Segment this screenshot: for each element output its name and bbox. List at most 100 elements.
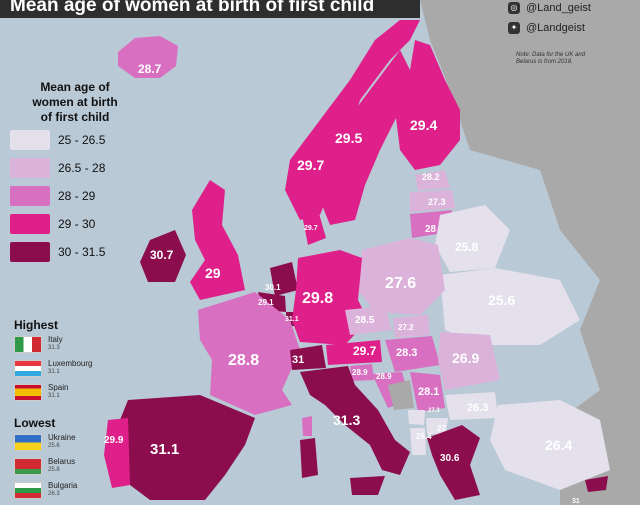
map-value-label: 29.7 — [304, 225, 318, 232]
country-spain[interactable] — [118, 395, 255, 500]
country-albania[interactable] — [410, 428, 426, 455]
rank-text: Ukraine 25.6 — [48, 434, 76, 450]
rank-country: Bulgaria — [48, 481, 78, 490]
legend-swatch — [10, 186, 50, 206]
map-value-label: 27.6 — [385, 275, 417, 292]
map-value-label: 30.1 — [265, 283, 281, 292]
map-value-label: 28.9 — [352, 368, 368, 377]
rank-country: Belarus — [48, 457, 76, 466]
rank-country: Luxembourg — [48, 359, 93, 368]
rank-value: 31.3 — [48, 345, 60, 351]
map-value-label: 29.1 — [258, 298, 274, 307]
country-estonia[interactable] — [415, 170, 450, 190]
country-belarus[interactable] — [435, 205, 510, 272]
map-value-label: 26.4 — [416, 432, 432, 441]
social-handles: ◎ @Land_geist ✦ @Landgeist — [508, 0, 591, 38]
rank-text: Spain 31.1 — [48, 384, 68, 400]
country-portugal[interactable] — [104, 418, 130, 488]
map-value-label: 31.3 — [333, 412, 361, 428]
country-macedonia[interactable] — [426, 418, 448, 434]
map-value-label: 28.5 — [355, 315, 375, 326]
country-austria[interactable] — [326, 340, 382, 365]
country-corsica[interactable] — [302, 416, 312, 436]
country-ukraine[interactable] — [440, 268, 580, 345]
map-value-label: 31 — [292, 354, 305, 366]
rank-text: Belarus 25.8 — [48, 458, 75, 474]
map-value-label: 27 — [437, 424, 446, 433]
country-slovakia[interactable] — [393, 315, 430, 338]
country-denmark[interactable] — [302, 210, 326, 245]
country-slovenia[interactable] — [350, 364, 374, 381]
country-iceland[interactable] — [118, 36, 178, 78]
legend: Mean age of women at birth of first chil… — [10, 80, 140, 265]
map-value-label: 26.9 — [452, 350, 480, 366]
flag-icon — [14, 336, 42, 353]
data-note: Note: Data for the UK and Belarus is fro… — [516, 52, 586, 65]
legend-label: 29 - 30 — [58, 217, 96, 231]
map-value-label: 28.7 — [138, 62, 162, 76]
rank-text: Luxembourg 31.1 — [48, 360, 92, 376]
country-italy[interactable] — [300, 366, 410, 475]
country-montenegro[interactable] — [408, 410, 425, 425]
country-czechia[interactable] — [345, 306, 392, 335]
country-poland[interactable] — [358, 238, 445, 315]
rank-value: 25.8 — [48, 467, 60, 473]
lowest-section: Lowest Ukraine 25.6 Belarus 25.8 Bulgaria 26.… — [14, 416, 124, 505]
country-sicily[interactable] — [350, 476, 385, 495]
country-romania[interactable] — [438, 332, 500, 390]
country-uk[interactable] — [190, 180, 245, 300]
map-value-label: 29.8 — [302, 290, 334, 307]
instagram-handle: @Land_geist — [526, 2, 591, 14]
country-switzerland[interactable] — [290, 345, 326, 370]
lowest-heading: Lowest — [14, 416, 56, 430]
instagram-icon: ◎ — [508, 2, 520, 14]
country-serbia[interactable] — [410, 372, 445, 412]
country-bosnia — [388, 380, 414, 410]
map-value-label: 31.1 — [150, 441, 180, 458]
country-sardinia[interactable] — [300, 438, 318, 478]
legend-title: Mean age of women at birth of first chil… — [10, 80, 140, 125]
rank-text: Italy 31.3 — [48, 336, 63, 352]
country-cyprus[interactable] — [585, 476, 608, 492]
map-value-label: 28.9 — [376, 372, 392, 381]
country-france[interactable] — [198, 292, 300, 415]
legend-title-line: women at birth — [32, 95, 118, 109]
instagram-row[interactable]: ◎ @Land_geist — [508, 0, 591, 18]
rank-value: 26.3 — [48, 491, 60, 497]
map-value-label: 29.5 — [335, 130, 363, 146]
country-latvia[interactable] — [410, 190, 455, 212]
map-value-label: 30.6 — [440, 453, 460, 464]
country-greece[interactable] — [427, 425, 480, 500]
legend-swatch — [10, 214, 50, 234]
rank-item: Italy 31.3 — [14, 336, 124, 360]
map-value-label: 31.1 — [285, 316, 299, 323]
legend-item: 28 - 29 — [10, 183, 140, 209]
rank-item: Bulgaria 26.3 — [14, 482, 124, 505]
country-finland[interactable] — [395, 40, 460, 170]
lowest-list: Ukraine 25.6 Belarus 25.8 Bulgaria 26.3 — [14, 434, 124, 505]
country-hungary[interactable] — [385, 336, 440, 372]
map-value-label: 26.4 — [545, 437, 573, 453]
rank-country: Spain — [48, 383, 69, 392]
country-sweden[interactable] — [320, 50, 410, 225]
map-value-label: 29 — [205, 265, 221, 281]
legend-item: 30 - 31.5 — [10, 239, 140, 265]
map-value-label: 30.7 — [150, 248, 174, 262]
country-bulgaria[interactable] — [445, 392, 498, 420]
legend-title-line: Mean age of — [40, 80, 110, 94]
map-value-label: 31 — [572, 498, 580, 505]
map-value-label: 28.8 — [228, 352, 260, 369]
twitter-row[interactable]: ✦ @Landgeist — [508, 18, 591, 38]
flag-icon — [14, 434, 42, 451]
map-value-label: 28 — [425, 224, 437, 235]
country-ireland[interactable] — [140, 230, 186, 282]
map-value-label: 25.8 — [455, 240, 479, 254]
rank-item: Spain 31.1 — [14, 384, 124, 408]
country-netherlands[interactable] — [270, 262, 298, 296]
legend-label: 28 - 29 — [58, 189, 96, 203]
land-greenland-north — [430, 0, 470, 40]
country-turkey[interactable] — [490, 400, 610, 490]
page-title: Mean age of women at birth of first chil… — [0, 0, 420, 18]
